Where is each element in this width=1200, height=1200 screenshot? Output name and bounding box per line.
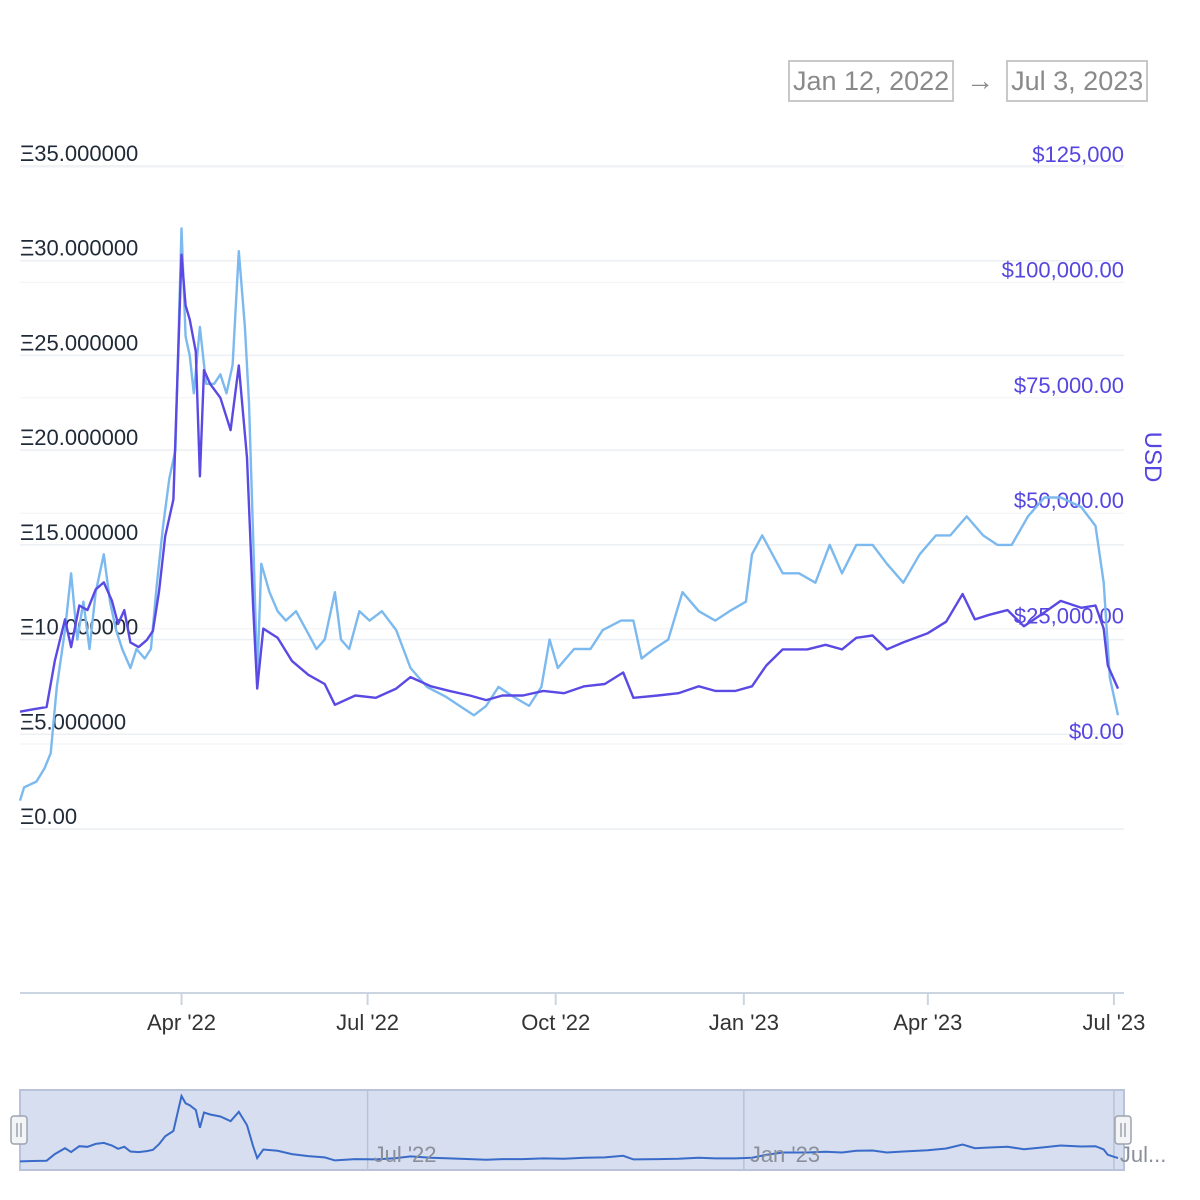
x-axis-labels: Apr '22 Jul '22 Oct '22 Jan '23 Apr '23 Jul '…: [147, 993, 1145, 1035]
left-tick-label: Ξ5.000000: [20, 709, 126, 734]
left-tick-label: Ξ30.000000: [20, 236, 138, 261]
left-tick-label: Ξ20.000000: [20, 425, 138, 450]
navigator[interactable]: Jul '22 Jan '23 Jul...: [10, 1089, 1167, 1171]
navigator-left-handle[interactable]: [10, 1115, 28, 1145]
x-tick-label: Jul '23: [1082, 1010, 1145, 1035]
usd-series-line: [19, 253, 1120, 713]
right-tick-label: $100,000.00: [1002, 257, 1124, 282]
right-axis-title: USD: [1139, 432, 1166, 483]
right-tick-label: $0.00: [1069, 719, 1124, 744]
navigator-labels: Jul '22 Jan '23 Jul...: [374, 1142, 1167, 1167]
date-range-selector: Jan 12, 2022 → Jul 3, 2023: [788, 60, 1149, 102]
x-tick-label: Oct '22: [521, 1010, 590, 1035]
right-tick-label: $125,000: [1032, 142, 1124, 167]
x-tick-label: Jul '22: [336, 1010, 399, 1035]
left-tick-label: Ξ35.000000: [20, 141, 138, 166]
navigator-label: Jan '23: [750, 1142, 820, 1167]
navigator-label: Jul...: [1120, 1142, 1166, 1167]
right-axis-labels: $0.00$25,000.00$50,000.00$75,000.00$100,…: [1002, 142, 1124, 744]
x-tick-label: Jan '23: [709, 1010, 779, 1035]
navigator-label: Jul '22: [374, 1142, 437, 1167]
eth-series-line: [18, 227, 1120, 801]
range-start-input[interactable]: Jan 12, 2022: [788, 60, 955, 102]
range-end-input[interactable]: Jul 3, 2023: [1006, 60, 1149, 102]
left-tick-label: Ξ0.00: [20, 804, 77, 829]
left-tick-label: Ξ25.000000: [20, 330, 138, 355]
left-tick-label: Ξ15.000000: [20, 520, 138, 545]
left-axis-labels: Ξ0.00Ξ5.000000Ξ10.000000Ξ15.000000Ξ20.00…: [20, 141, 138, 829]
navigator-selection[interactable]: [19, 1089, 1125, 1171]
series-lines: [18, 227, 1120, 801]
x-tick-label: Apr '22: [147, 1010, 216, 1035]
gridlines: [20, 165, 1124, 830]
navigator-right-handle[interactable]: [1114, 1115, 1132, 1145]
navigator-series-line: [19, 1093, 1119, 1163]
range-arrow: →: [966, 65, 995, 96]
right-tick-label: $75,000.00: [1014, 373, 1124, 398]
x-tick-label: Apr '23: [893, 1010, 962, 1035]
